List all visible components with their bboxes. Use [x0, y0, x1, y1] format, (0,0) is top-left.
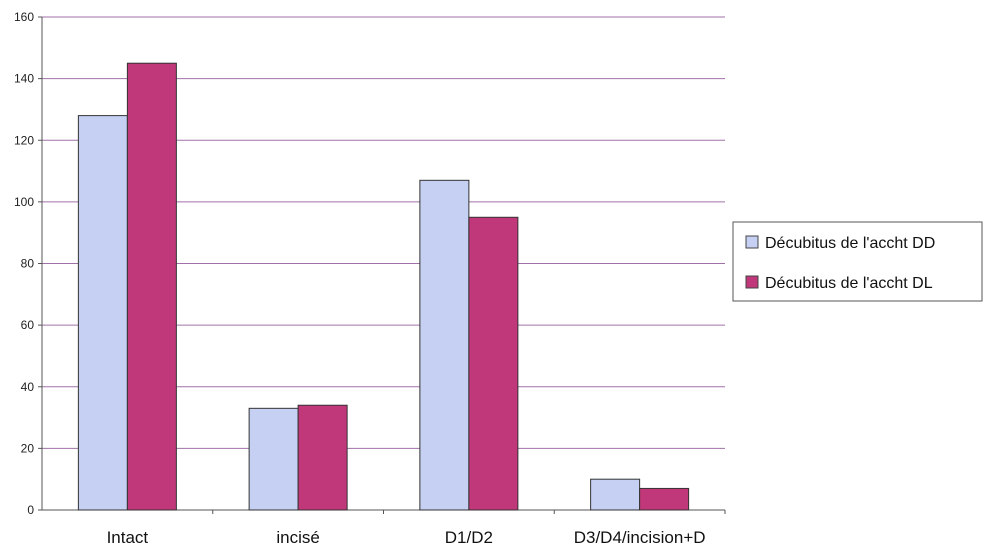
legend-swatch-dd	[745, 235, 759, 249]
x-tick-label: D3/D4/incision+D	[574, 528, 706, 547]
legend: Décubitus de l'accht DD Décubitus de l'a…	[732, 221, 983, 302]
y-tick-label: 140	[14, 72, 34, 86]
x-tick-label: incisé	[276, 528, 319, 547]
y-tick-label: 20	[21, 441, 35, 455]
y-tick-label: 0	[27, 503, 34, 517]
y-tick-label: 60	[21, 318, 35, 332]
legend-label-dl: Décubitus de l'accht DL	[765, 275, 933, 292]
bar-dl	[468, 216, 519, 511]
y-tick-label: 100	[14, 195, 34, 209]
bars	[77, 62, 690, 511]
bar-dd	[419, 179, 470, 511]
y-tick-label: 80	[21, 257, 35, 271]
bar-dl	[297, 404, 348, 511]
y-tick-label: 120	[14, 133, 34, 147]
x-tick-label: D1/D2	[445, 528, 493, 547]
x-tick-labels: Intact incisé D1/D2 D3/D4/incision+D	[107, 510, 726, 547]
y-tick-labels: 0 20 40 60 80 100 120 140 160	[14, 10, 42, 517]
bar-dl	[639, 487, 690, 511]
y-tick-label: 160	[14, 10, 34, 24]
bar-dd	[248, 407, 299, 511]
y-tick-label: 40	[21, 380, 35, 394]
bar-dl	[126, 62, 177, 511]
legend-swatch-dl	[745, 275, 759, 289]
legend-label-dd: Décubitus de l'accht DD	[765, 235, 935, 252]
bar-dd	[590, 478, 641, 511]
legend-box	[732, 221, 983, 302]
bar-dd	[77, 115, 128, 511]
x-tick-label: Intact	[107, 528, 149, 547]
